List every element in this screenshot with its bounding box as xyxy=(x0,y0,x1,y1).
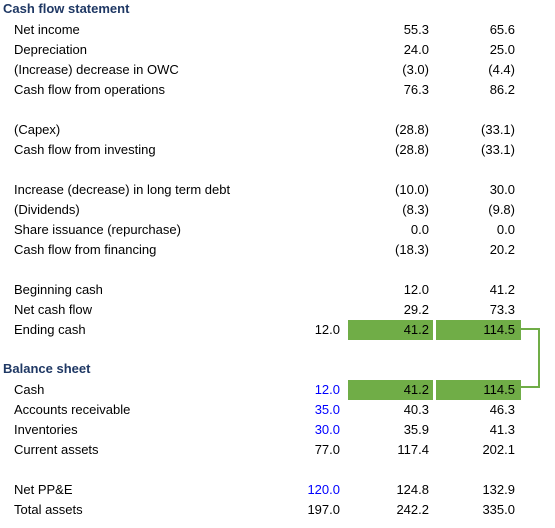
row-label[interactable]: Inventories xyxy=(14,422,78,437)
row-label[interactable]: Cash flow from financing xyxy=(14,242,157,257)
table-row: Inventories 30.0 35.9 41.3 xyxy=(0,420,555,440)
row-label[interactable]: (Capex) xyxy=(14,122,61,137)
cell-value[interactable]: 35.9 xyxy=(403,422,429,437)
table-row: Net PP&E 120.0 124.8 132.9 xyxy=(0,480,555,500)
cell-value[interactable]: (10.0) xyxy=(395,182,429,197)
cell-value[interactable]: 132.9 xyxy=(482,482,515,497)
cell-value[interactable]: 242.2 xyxy=(396,502,429,517)
cell-value[interactable]: 114.5 xyxy=(483,382,515,397)
input-cell-value[interactable]: 35.0 xyxy=(314,402,340,417)
row-label[interactable]: Depreciation xyxy=(14,42,87,57)
cell-value[interactable]: 335.0 xyxy=(482,502,515,517)
table-row: Depreciation 24.0 25.0 xyxy=(0,40,555,60)
cash-row: Cash 12.0 41.2 114.5 xyxy=(0,380,555,400)
table-row: Cash flow from investing (28.8) (33.1) xyxy=(0,140,555,160)
ending-cash-row: Ending cash 12.0 41.2 114.5 xyxy=(0,320,555,340)
table-row: Cash flow from operations 76.3 86.2 xyxy=(0,80,555,100)
cell-value[interactable]: 30.0 xyxy=(489,182,515,197)
row-label[interactable]: Ending cash xyxy=(14,322,86,337)
table-row: Beginning cash 12.0 41.2 xyxy=(0,280,555,300)
cell-value[interactable]: 114.5 xyxy=(483,322,515,337)
cell-value[interactable]: 41.2 xyxy=(403,382,429,397)
cell-value[interactable]: 117.4 xyxy=(397,442,429,457)
highlight-cell xyxy=(348,380,433,400)
cell-value[interactable]: (3.0) xyxy=(402,62,429,77)
input-cell-value[interactable]: 12.0 xyxy=(314,382,340,397)
cell-value[interactable]: 197.0 xyxy=(307,502,340,517)
section-header-row: Cash flow statement xyxy=(0,0,555,20)
cell-value[interactable]: (4.4) xyxy=(488,62,515,77)
cell-value[interactable]: 0.0 xyxy=(410,222,429,237)
table-row: Net cash flow 29.2 73.3 xyxy=(0,300,555,320)
table-row: Increase (decrease) in long term debt (1… xyxy=(0,180,555,200)
input-cell-value[interactable]: 30.0 xyxy=(314,422,340,437)
cell-value[interactable]: (28.8) xyxy=(395,122,429,137)
row-label[interactable]: Accounts receivable xyxy=(14,402,131,417)
row-label[interactable]: Cash xyxy=(14,382,45,397)
row-label[interactable]: Beginning cash xyxy=(14,282,103,297)
cell-value[interactable]: 46.3 xyxy=(489,402,515,417)
row-label[interactable]: (Increase) decrease in OWC xyxy=(14,62,179,77)
section-header-row: Balance sheet xyxy=(0,360,555,380)
highlight-cell xyxy=(436,320,521,340)
table-row: (Dividends) (8.3) (9.8) xyxy=(0,200,555,220)
cell-value[interactable]: (9.8) xyxy=(488,202,515,217)
cell-value[interactable]: 12.0 xyxy=(403,282,429,297)
cell-value[interactable]: (8.3) xyxy=(402,202,429,217)
table-row: Accounts receivable 35.0 40.3 46.3 xyxy=(0,400,555,420)
table-row: (Increase) decrease in OWC (3.0) (4.4) xyxy=(0,60,555,80)
cell-value[interactable]: 20.2 xyxy=(489,242,515,257)
cell-value[interactable]: 24.0 xyxy=(403,42,429,57)
cell-value[interactable]: (28.8) xyxy=(395,142,429,157)
row-label[interactable]: Cash flow from investing xyxy=(14,142,156,157)
cell-value[interactable]: 73.3 xyxy=(489,302,515,317)
table-row: Net income 55.3 65.6 xyxy=(0,20,555,40)
cell-value[interactable]: 124.8 xyxy=(396,482,429,497)
cell-value[interactable]: (18.3) xyxy=(395,242,429,257)
cell-value[interactable]: 86.2 xyxy=(489,82,515,97)
cell-value[interactable]: 76.3 xyxy=(403,82,429,97)
highlight-cell xyxy=(436,380,521,400)
cell-value[interactable]: 40.3 xyxy=(403,402,429,417)
cell-value[interactable]: 202.1 xyxy=(482,442,515,457)
cell-value[interactable]: 65.6 xyxy=(489,22,515,37)
cell-value[interactable]: 25.0 xyxy=(489,42,515,57)
cell-value[interactable]: 41.2 xyxy=(489,282,515,297)
row-label[interactable]: (Dividends) xyxy=(14,202,80,217)
cell-value[interactable]: 55.3 xyxy=(403,22,429,37)
cell-value[interactable]: (33.1) xyxy=(481,142,515,157)
cell-value[interactable]: 12.0 xyxy=(314,322,340,337)
table-row: Share issuance (repurchase) 0.0 0.0 xyxy=(0,220,555,240)
input-cell-value[interactable]: 120.0 xyxy=(307,482,340,497)
row-label[interactable]: Net cash flow xyxy=(14,302,93,317)
row-label[interactable]: Net PP&E xyxy=(14,482,73,497)
table-row: Total assets 197.0 242.2 335.0 xyxy=(0,500,555,520)
cell-value[interactable]: 41.2 xyxy=(403,322,429,337)
cell-value[interactable]: 29.2 xyxy=(403,302,429,317)
cell-value[interactable]: 0.0 xyxy=(496,222,515,237)
table-row: Current assets 77.0 117.4 202.1 xyxy=(0,440,555,460)
row-label[interactable]: Cash flow from operations xyxy=(14,82,166,97)
table-row: (Capex) (28.8) (33.1) xyxy=(0,120,555,140)
balance-sheet-title[interactable]: Balance sheet xyxy=(3,361,91,376)
cell-value[interactable]: (33.1) xyxy=(481,122,515,137)
cell-value[interactable]: 41.3 xyxy=(489,422,515,437)
row-label[interactable]: Total assets xyxy=(14,502,83,517)
row-label[interactable]: Net income xyxy=(14,22,80,37)
row-label[interactable]: Current assets xyxy=(14,442,99,457)
cell-value[interactable]: 77.0 xyxy=(314,442,340,457)
highlight-cell xyxy=(348,320,433,340)
cash-flow-title[interactable]: Cash flow statement xyxy=(3,1,130,16)
row-label[interactable]: Increase (decrease) in long term debt xyxy=(14,182,231,197)
row-label[interactable]: Share issuance (repurchase) xyxy=(14,222,181,237)
table-row: Cash flow from financing (18.3) 20.2 xyxy=(0,240,555,260)
